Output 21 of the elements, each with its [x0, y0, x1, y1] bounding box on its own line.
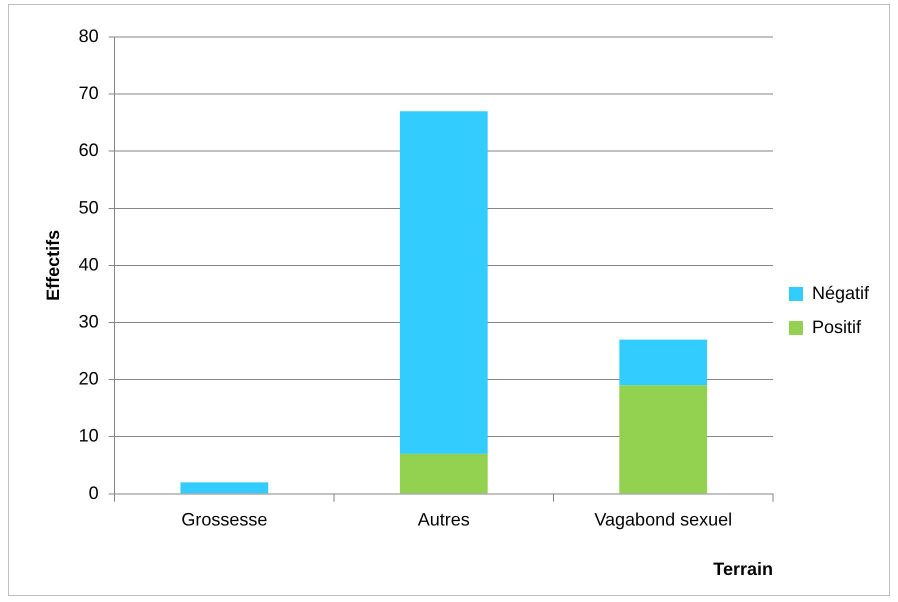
- legend-label: Négatif: [812, 282, 870, 303]
- bar: [180, 482, 268, 494]
- y-tick-label: 0: [88, 482, 99, 503]
- y-tick-label: 20: [78, 368, 99, 389]
- bar: [400, 454, 488, 494]
- x-tick-label: Grossesse: [181, 510, 268, 530]
- x-tick-label: Autres: [418, 510, 470, 530]
- bar: [400, 111, 488, 454]
- x-tick-label: Vagabond sexuel: [594, 510, 732, 530]
- y-tick-label: 40: [78, 254, 99, 274]
- legend-label: Positif: [812, 316, 862, 337]
- y-tick-label: 70: [78, 83, 99, 104]
- y-tick-label: 60: [78, 140, 99, 160]
- y-tick-label: 80: [78, 26, 99, 46]
- y-axis-title: Effectifs: [42, 230, 63, 301]
- x-axis-title: Terrain: [713, 559, 773, 580]
- y-tick-label: 50: [78, 197, 99, 218]
- bar: [619, 340, 708, 386]
- y-tick-label: 30: [78, 311, 99, 332]
- bar: [619, 385, 708, 494]
- y-tick-label: 10: [78, 426, 99, 446]
